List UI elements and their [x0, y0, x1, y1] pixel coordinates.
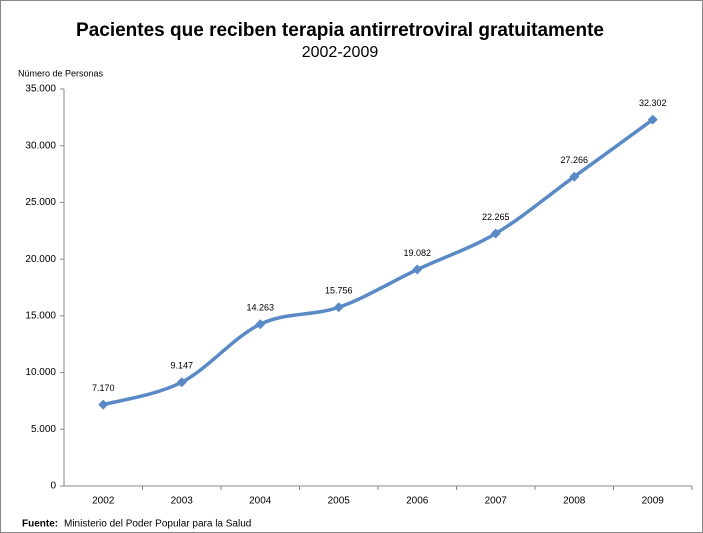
y-tick-label: 5.000 [31, 424, 56, 435]
data-label: 27.266 [560, 155, 588, 165]
y-tick-label: 10.000 [25, 367, 56, 378]
y-tick-label: 35.000 [25, 84, 56, 95]
x-tick-label: 2004 [249, 496, 272, 507]
x-tick-label: 2003 [171, 496, 194, 507]
data-label: 22.265 [482, 212, 510, 222]
marker [647, 114, 658, 125]
data-label: 14.263 [246, 303, 274, 313]
y-tick-label: 0 [50, 481, 56, 492]
chart-subtitle: 2002-2009 [302, 44, 379, 61]
x-tick-label: 2009 [642, 496, 665, 507]
x-tick-label: 2007 [485, 496, 508, 507]
source: Ministerio del Poder Popular para la Sal… [64, 519, 251, 530]
marker [176, 377, 187, 388]
data-label: 15.756 [325, 286, 353, 296]
x-tick-label: 2008 [563, 496, 586, 507]
data-label: 19.082 [403, 248, 431, 258]
y-tick-label: 15.000 [25, 310, 56, 321]
data-label: 7.170 [92, 383, 115, 393]
y-tick-label: 20.000 [25, 254, 56, 265]
chart-title: Pacientes que reciben terapia antirretro… [76, 20, 604, 41]
data-label: 9.147 [170, 361, 193, 371]
data-label: 32.302 [639, 98, 667, 108]
marker [569, 171, 580, 182]
marker [98, 399, 109, 410]
y-axis-label: Número de Personas [18, 68, 104, 78]
marker [412, 264, 423, 275]
source-label: Fuente: [22, 519, 58, 530]
x-tick-label: 2002 [92, 496, 115, 507]
x-tick-label: 2005 [328, 496, 351, 507]
marker [333, 302, 344, 313]
y-tick-label: 30.000 [25, 140, 56, 151]
x-tick-label: 2006 [406, 496, 429, 507]
series-line [102, 118, 654, 407]
marker [255, 319, 266, 330]
y-tick-label: 25.000 [25, 197, 56, 208]
marker [490, 228, 501, 239]
